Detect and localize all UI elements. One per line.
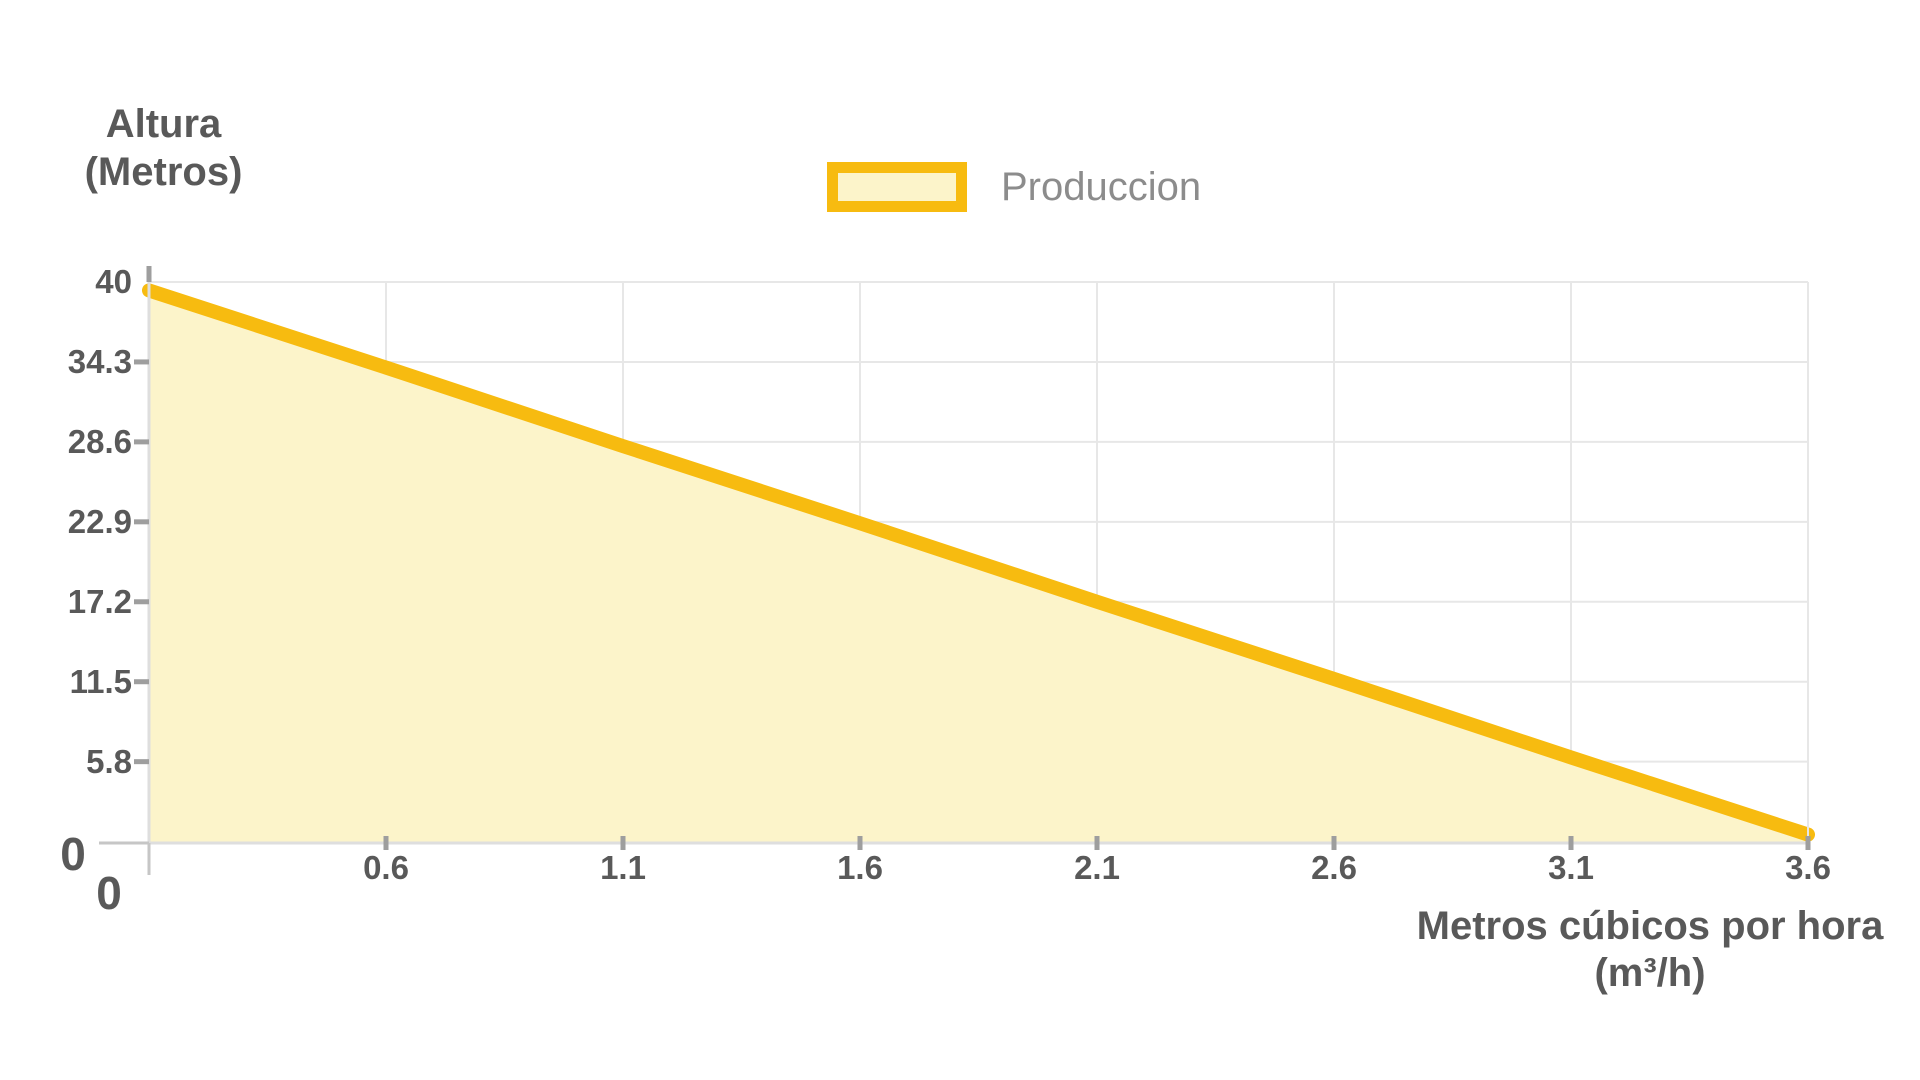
y-axis-origin-label: 0 bbox=[60, 828, 86, 880]
x-axis-title: Metros cúbicos por hora (m³/h) bbox=[1395, 903, 1905, 997]
y-axis-title-line1: Altura bbox=[105, 102, 222, 146]
legend-produccion[interactable]: Produccion bbox=[827, 162, 1201, 212]
x-axis-origin-label: 0 bbox=[96, 867, 122, 919]
y-tick-label: 40 bbox=[95, 263, 132, 300]
y-tick-label: 22.9 bbox=[67, 502, 132, 540]
tick-marks bbox=[134, 359, 1811, 850]
x-tick-label: 0.6 bbox=[363, 849, 409, 886]
legend-label: Produccion bbox=[1001, 164, 1202, 209]
x-tick-label: 2.1 bbox=[1074, 849, 1120, 886]
x-tick-label: 3.1 bbox=[1548, 849, 1594, 886]
y-axis-title-line2: (Metros) bbox=[84, 150, 243, 194]
x-axis-title-line2: (m³/h) bbox=[1594, 951, 1706, 995]
y-tick-label: 11.5 bbox=[69, 662, 132, 700]
y-tick-label: 17.2 bbox=[67, 582, 132, 620]
x-axis-title-line1: Metros cúbicos por hora bbox=[1416, 904, 1884, 948]
y-tick-label: 5.8 bbox=[86, 742, 132, 780]
x-tick-label: 3.6 bbox=[1785, 849, 1831, 886]
y-tick-label: 28.6 bbox=[67, 422, 132, 460]
x-tick-label: 2.6 bbox=[1311, 849, 1357, 886]
axis-lines bbox=[99, 266, 1809, 875]
x-tick-label: 1.1 bbox=[600, 849, 646, 886]
produccion-curve bbox=[142, 283, 1815, 842]
y-tick-label: 34.3 bbox=[67, 342, 132, 380]
x-tick-label: 1.6 bbox=[837, 849, 883, 886]
legend-swatch-icon bbox=[827, 162, 967, 212]
y-axis-title: Altura (Metros) bbox=[56, 100, 271, 196]
